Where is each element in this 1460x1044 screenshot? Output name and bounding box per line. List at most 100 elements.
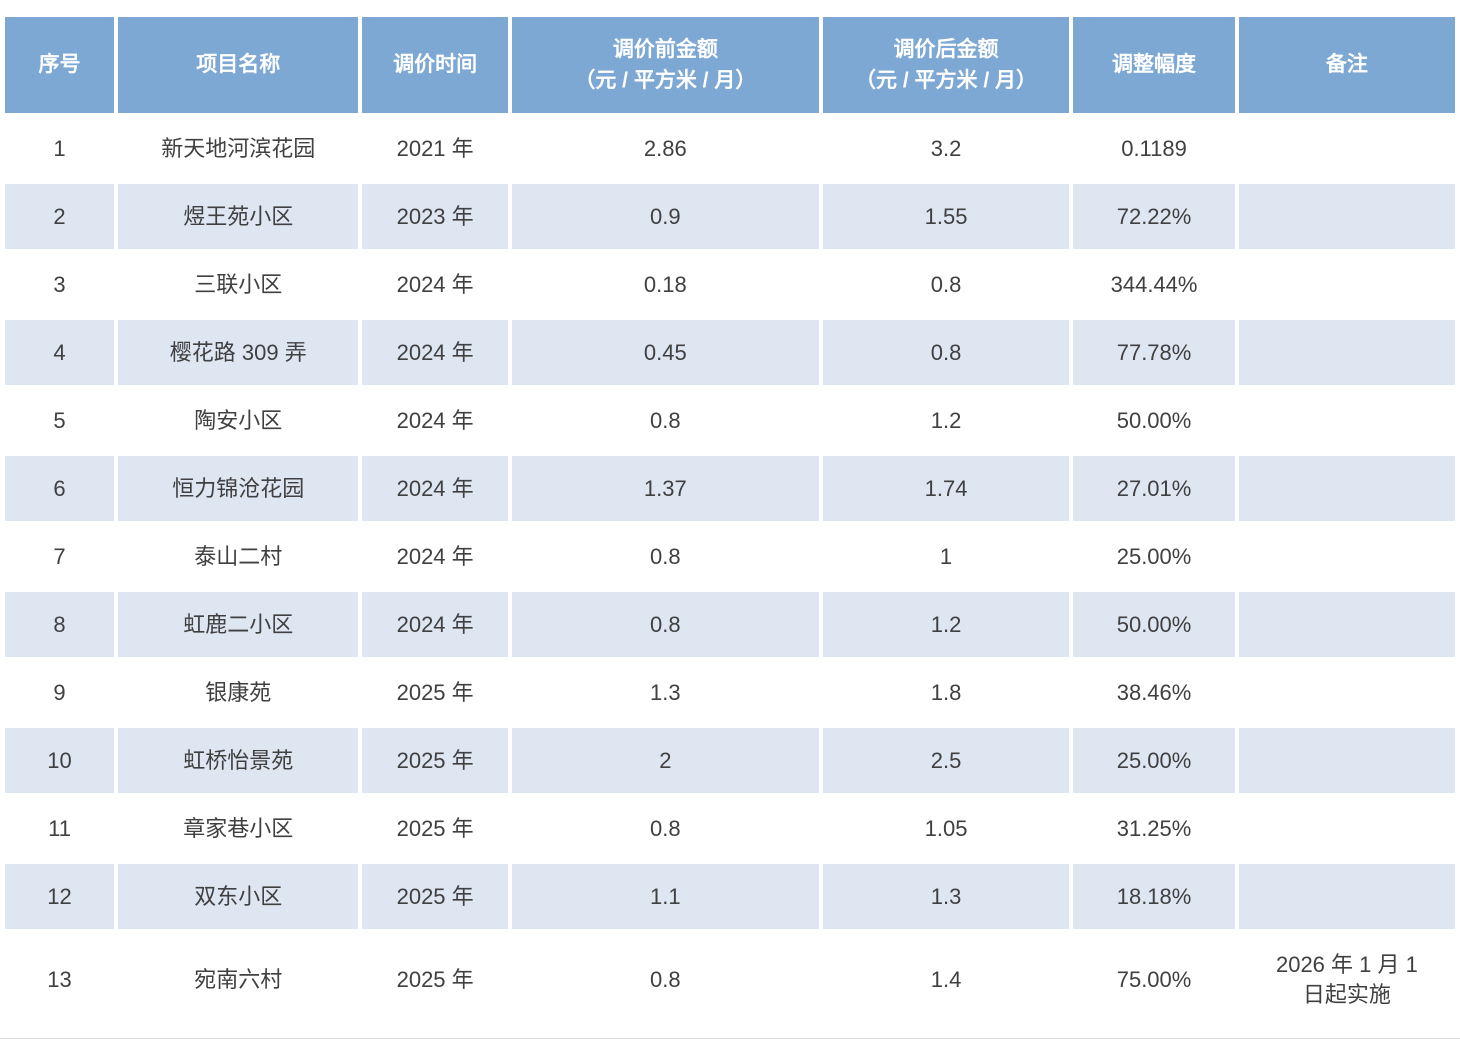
cell-index: 3 [5,252,115,317]
cell-index: 9 [5,660,115,725]
table-row: 3 三联小区 2024 年 0.18 0.8 344.44% [5,252,1455,317]
cell-remark [1238,796,1455,861]
table-row: 10 虹桥怡景苑 2025 年 2 2.5 25.00% [5,728,1455,793]
cell-remark [1238,252,1455,317]
cell-project-name: 银康苑 [118,660,359,725]
cell-amount-before: 1.3 [511,660,819,725]
cell-project-name: 新天地河滨花园 [118,116,359,181]
table-row: 13 宛南六村 2025 年 0.8 1.4 75.00% 2026 年 1 月… [5,932,1455,1028]
cell-remark [1238,456,1455,521]
header-row: 序号 项目名称 调价时间 调价前金额 （元 / 平方米 / 月） 调价后金额 （… [5,17,1455,113]
cell-amount-before: 2 [511,728,819,793]
cell-amount-before: 0.9 [511,184,819,249]
cell-adjust-time: 2025 年 [362,728,508,793]
cell-adjust-rate: 27.01% [1073,456,1235,521]
cell-adjust-time: 2021 年 [362,116,508,181]
cell-amount-before: 0.8 [511,524,819,589]
table-row: 8 虹鹿二小区 2024 年 0.8 1.2 50.00% [5,592,1455,657]
table-row: 2 煜王苑小区 2023 年 0.9 1.55 72.22% [5,184,1455,249]
cell-amount-after: 3.2 [822,116,1070,181]
cell-index: 5 [5,388,115,453]
cell-remark [1238,320,1455,385]
header-amount-before: 调价前金额 （元 / 平方米 / 月） [511,17,819,113]
cell-adjust-time: 2025 年 [362,932,508,1028]
cell-amount-after: 0.8 [822,320,1070,385]
cell-amount-after: 1 [822,524,1070,589]
cell-adjust-rate: 50.00% [1073,592,1235,657]
cell-amount-before: 1.1 [511,864,819,929]
cell-amount-before: 1.37 [511,456,819,521]
cell-index: 2 [5,184,115,249]
cell-adjust-rate: 0.1189 [1073,116,1235,181]
cell-amount-after: 1.05 [822,796,1070,861]
cell-project-name: 虹鹿二小区 [118,592,359,657]
cell-project-name: 章家巷小区 [118,796,359,861]
cell-project-name: 泰山二村 [118,524,359,589]
cell-adjust-time: 2024 年 [362,388,508,453]
cell-amount-before: 2.86 [511,116,819,181]
cell-amount-before: 0.8 [511,592,819,657]
table-row: 12 双东小区 2025 年 1.1 1.3 18.18% [5,864,1455,929]
header-adjust-rate: 调整幅度 [1073,17,1235,113]
cell-index: 8 [5,592,115,657]
cell-amount-before: 0.45 [511,320,819,385]
cell-amount-after: 1.3 [822,864,1070,929]
cell-adjust-rate: 50.00% [1073,388,1235,453]
cell-remark [1238,592,1455,657]
header-adjust-time: 调价时间 [362,17,508,113]
cell-project-name: 陶安小区 [118,388,359,453]
cell-amount-after: 2.5 [822,728,1070,793]
cell-remark [1238,660,1455,725]
cell-index: 10 [5,728,115,793]
cell-adjust-time: 2024 年 [362,592,508,657]
cell-amount-after: 1.2 [822,592,1070,657]
cell-amount-before: 0.18 [511,252,819,317]
cell-remark [1238,388,1455,453]
cell-project-name: 煜王苑小区 [118,184,359,249]
cell-adjust-rate: 75.00% [1073,932,1235,1028]
cell-amount-after: 1.55 [822,184,1070,249]
cell-adjust-rate: 25.00% [1073,728,1235,793]
cell-project-name: 虹桥怡景苑 [118,728,359,793]
cell-adjust-time: 2024 年 [362,524,508,589]
cell-amount-before: 0.8 [511,796,819,861]
cell-remark [1238,116,1455,181]
cell-adjust-time: 2023 年 [362,184,508,249]
cell-adjust-time: 2025 年 [362,864,508,929]
cell-project-name: 樱花路 309 弄 [118,320,359,385]
cell-adjust-time: 2024 年 [362,252,508,317]
cell-index: 6 [5,456,115,521]
cell-amount-after: 1.4 [822,932,1070,1028]
cell-adjust-time: 2024 年 [362,320,508,385]
header-project-name: 项目名称 [118,17,359,113]
cell-index: 13 [5,932,115,1028]
cell-amount-before: 0.8 [511,932,819,1028]
cell-adjust-time: 2025 年 [362,796,508,861]
cell-remark [1238,864,1455,929]
cell-index: 12 [5,864,115,929]
price-adjustment-table: 序号 项目名称 调价时间 调价前金额 （元 / 平方米 / 月） 调价后金额 （… [1,14,1459,1031]
bottom-divider [0,1038,1460,1039]
cell-adjust-rate: 344.44% [1073,252,1235,317]
cell-remark: 2026 年 1 月 1 日起实施 [1238,932,1455,1028]
table-row: 7 泰山二村 2024 年 0.8 1 25.00% [5,524,1455,589]
cell-project-name: 宛南六村 [118,932,359,1028]
cell-remark [1238,524,1455,589]
cell-project-name: 恒力锦沧花园 [118,456,359,521]
header-index: 序号 [5,17,115,113]
cell-amount-after: 1.2 [822,388,1070,453]
cell-index: 4 [5,320,115,385]
cell-remark [1238,728,1455,793]
table-row: 6 恒力锦沧花园 2024 年 1.37 1.74 27.01% [5,456,1455,521]
cell-remark [1238,184,1455,249]
header-amount-after: 调价后金额 （元 / 平方米 / 月） [822,17,1070,113]
cell-index: 11 [5,796,115,861]
header-remark: 备注 [1238,17,1455,113]
cell-adjust-time: 2025 年 [362,660,508,725]
cell-adjust-rate: 18.18% [1073,864,1235,929]
cell-adjust-rate: 77.78% [1073,320,1235,385]
cell-adjust-time: 2024 年 [362,456,508,521]
cell-index: 7 [5,524,115,589]
table-row: 11 章家巷小区 2025 年 0.8 1.05 31.25% [5,796,1455,861]
cell-index: 1 [5,116,115,181]
